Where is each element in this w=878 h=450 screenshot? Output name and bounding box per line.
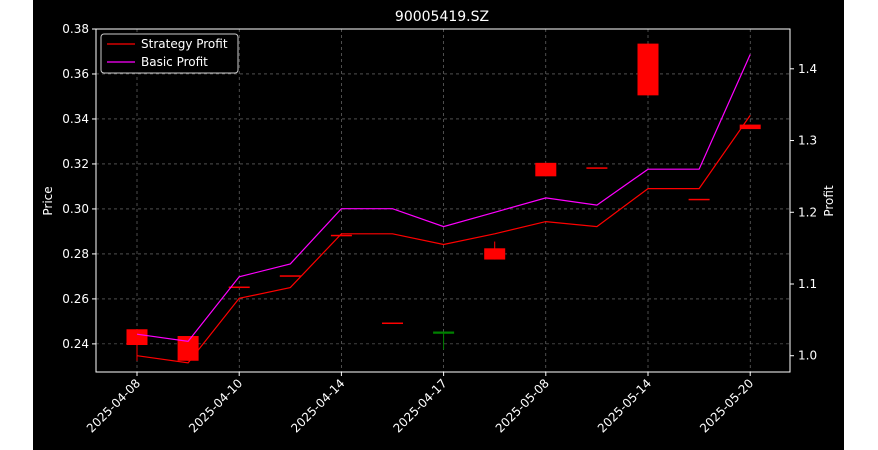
candle-body: [586, 167, 608, 169]
series-line-basic-profit: [136, 54, 751, 343]
y-axis-label-right: Profit: [822, 185, 836, 217]
y-tick-label-right: 1.2: [798, 205, 817, 219]
candle-body: [637, 43, 659, 96]
candle-body: [484, 248, 506, 260]
y-tick-label-left: 0.30: [62, 202, 89, 216]
y-tick-label-left: 0.34: [62, 112, 89, 126]
y-tick-label-left: 0.36: [62, 67, 89, 81]
candle-body: [739, 124, 761, 130]
x-tick-label: 2025-05-08: [493, 376, 552, 435]
line-layer: [136, 54, 751, 364]
chart-figure: 90005419.SZ 0.24 0.26 0.28 0.30 0.32 0.34 0.36…: [33, 0, 844, 450]
y-tick-label-left: 0.26: [62, 292, 89, 306]
y-tick-label-right: 1.3: [798, 134, 817, 148]
y-tick-label-left: 0.24: [62, 337, 89, 351]
x-tick-label: 2025-04-17: [391, 376, 450, 435]
candle-body: [228, 286, 250, 289]
candle-body: [126, 329, 148, 346]
plot-frame: [95, 28, 791, 373]
candle-body: [433, 331, 455, 334]
chart-svg: 90005419.SZ 0.24 0.26 0.28 0.30 0.32 0.34 0.36…: [41, 9, 836, 435]
legend-box: [100, 33, 239, 74]
candle-body: [535, 162, 557, 177]
x-tick-label: 2025-04-08: [84, 376, 143, 435]
x-tick-label: 2025-04-10: [186, 376, 245, 435]
y-tick-label-left: 0.32: [62, 157, 89, 171]
x-axis: 2025-04-08 2025-04-10 2025-04-14 2025-04-17…: [84, 372, 756, 435]
candle-body: [177, 336, 199, 361]
series-line-strategy-profit: [136, 115, 751, 364]
y-tick-label-right: 1.0: [798, 349, 817, 363]
candle-layer: [126, 43, 761, 361]
legend: Strategy Profit Basic Profit: [100, 33, 239, 74]
y-tick-label-left: 0.38: [62, 22, 89, 36]
x-tick-label: 2025-05-14: [595, 376, 654, 435]
chart-title: 90005419.SZ: [395, 9, 489, 25]
y-tick-label-right: 1.1: [798, 277, 817, 291]
y-tick-label-right: 1.4: [798, 62, 817, 76]
right-axis: 1.0 1.1 1.2 1.3 1.4: [790, 62, 817, 363]
candle-body: [330, 234, 352, 237]
left-axis: 0.24 0.26 0.28 0.30 0.32 0.34 0.36 0.38: [62, 22, 96, 351]
candle-body: [382, 322, 403, 325]
legend-label-basic-profit: Basic Profit: [141, 55, 208, 69]
x-tick-label: 2025-05-20: [697, 376, 756, 435]
y-axis-label-left: Price: [41, 186, 55, 215]
x-tick-label: 2025-04-14: [288, 376, 347, 435]
grid-layer: [96, 28, 790, 372]
candle-body: [688, 198, 710, 201]
legend-label-strategy-profit: Strategy Profit: [141, 37, 228, 51]
y-tick-label-left: 0.28: [62, 247, 89, 261]
candle-body: [279, 275, 301, 277]
